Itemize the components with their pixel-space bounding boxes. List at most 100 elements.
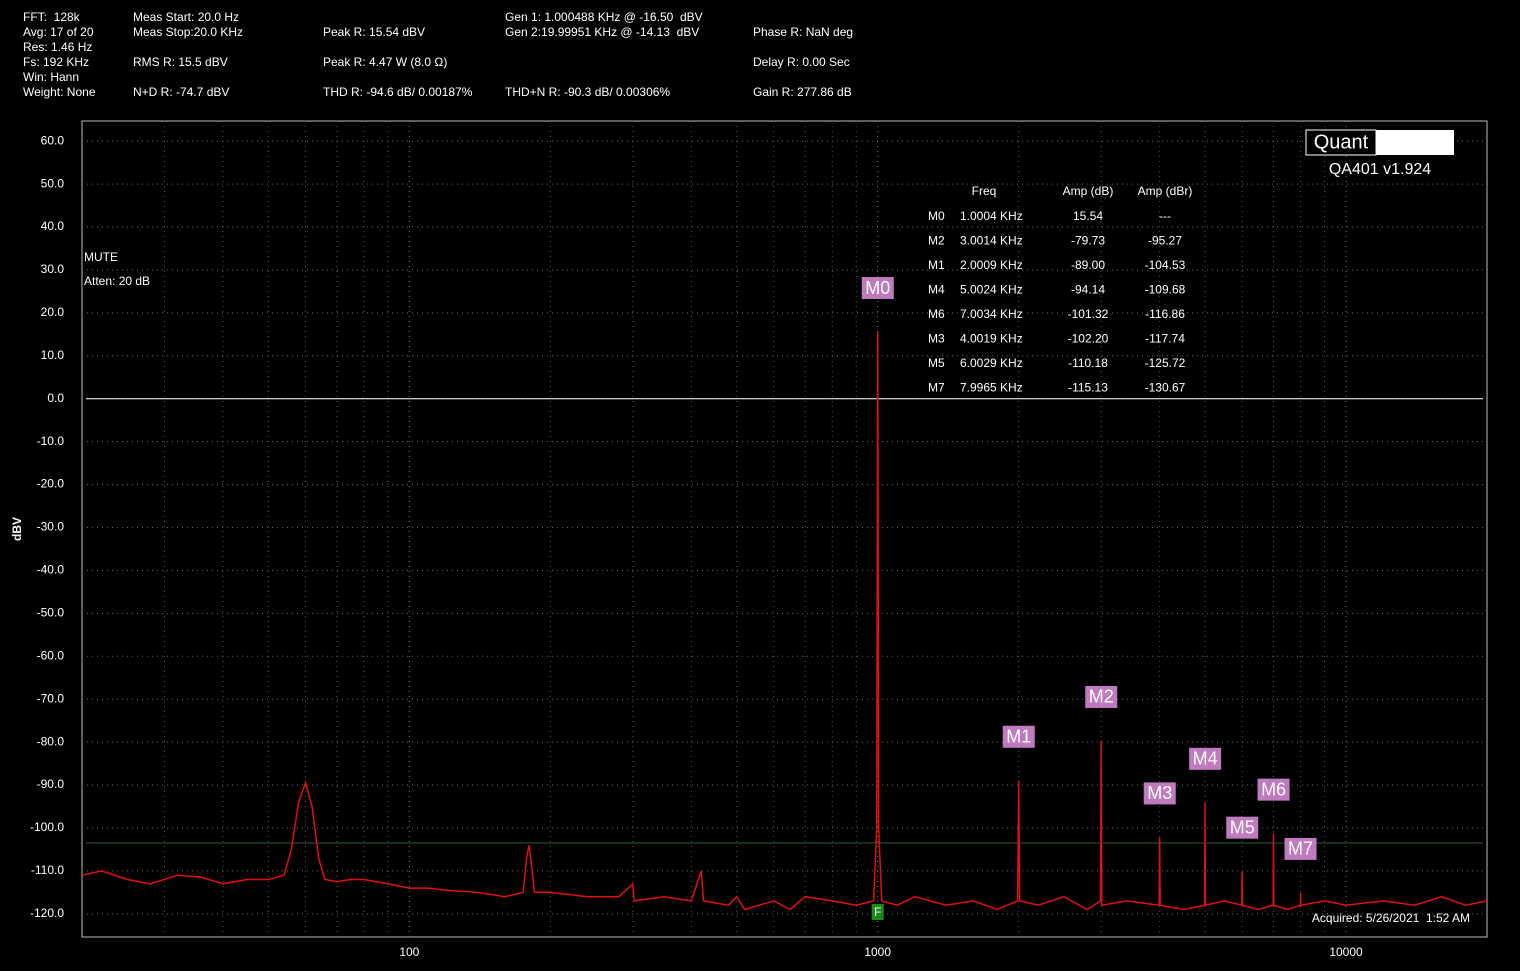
table-cell: M5	[928, 356, 945, 370]
y-tick-label: -10.0	[37, 434, 65, 448]
y-tick-label: 40.0	[41, 219, 65, 233]
acquired-time: Acquired: 5/26/2021 1:52 AM	[1312, 911, 1470, 925]
header-stat: Res: 1.46 Hz	[23, 40, 92, 54]
header-stat: THD+N R: -90.3 dB/ 0.00306%	[505, 85, 670, 99]
y-tick-label: 10.0	[41, 348, 65, 362]
table-cell: 7.9965 KHz	[960, 381, 1023, 395]
x-tick-label: 1000	[864, 945, 891, 959]
marker-box	[1189, 747, 1222, 770]
header-stat: Gen 2:19.99951 KHz @ -14.13 dBV	[505, 25, 699, 39]
marker-box	[1257, 778, 1290, 801]
table-cell: 6.0029 KHz	[960, 356, 1023, 370]
header-stat: Gen 1: 1.000488 KHz @ -16.50 dBV	[505, 10, 703, 24]
header-stat: Phase R: NaN deg	[753, 25, 853, 39]
marker-label: M4	[1193, 749, 1218, 769]
table-cell: -102.20	[1068, 332, 1109, 346]
marker-box	[1085, 685, 1118, 708]
table-cell: -95.27	[1148, 234, 1182, 248]
freq-marker	[871, 904, 884, 920]
header-stat: Meas Stop:20.0 KHz	[133, 25, 243, 39]
table-cell: 4.0019 KHz	[960, 332, 1023, 346]
table-cell: -109.68	[1145, 283, 1186, 297]
y-axis-label: dBV	[10, 517, 24, 541]
table-cell: M1	[928, 258, 945, 272]
header-stat: FFT: 128k	[23, 10, 81, 24]
header-stat: Peak R: 15.54 dBV	[323, 25, 425, 39]
marker-label: M5	[1230, 817, 1255, 837]
table-cell: M7	[928, 381, 945, 395]
y-tick-label: 20.0	[41, 305, 65, 319]
header-stat: Avg: 17 of 20	[23, 25, 94, 39]
logo-right: Asylum	[1382, 131, 1448, 153]
y-tick-label: -100.0	[30, 820, 64, 834]
table-cell: -115.13	[1068, 381, 1108, 395]
marker-box	[1002, 725, 1035, 748]
header-stat: Delay R: 0.00 Sec	[753, 55, 850, 69]
freq-marker-label: F	[874, 905, 881, 919]
header-stat: THD R: -94.6 dB/ 0.00187%	[323, 85, 473, 99]
annotation: Atten: 20 dB	[84, 274, 150, 288]
table-cell: -116.86	[1145, 307, 1185, 321]
marker-box	[861, 277, 894, 300]
marker-label: M3	[1147, 783, 1172, 803]
table-cell: -94.14	[1071, 283, 1105, 297]
table-cell: M3	[928, 332, 945, 346]
spectrum-trace	[81, 331, 1488, 911]
marker-box	[1226, 816, 1259, 839]
header-stat: Fs: 192 KHz	[23, 55, 89, 69]
table-cell: -117.74	[1145, 332, 1185, 346]
y-tick-label: 30.0	[41, 262, 65, 276]
y-tick-label: -120.0	[30, 906, 64, 920]
table-cell: M4	[928, 283, 945, 297]
y-tick-label: 60.0	[41, 133, 65, 147]
y-tick-label: -30.0	[37, 520, 65, 534]
marker-label: M7	[1288, 839, 1313, 859]
marker-label: M6	[1261, 779, 1286, 799]
table-cell: M6	[928, 307, 945, 321]
header-stat: Meas Start: 20.0 Hz	[133, 10, 239, 24]
table-cell: -79.73	[1071, 234, 1105, 248]
y-tick-label: -70.0	[37, 691, 65, 705]
table-header: Freq	[972, 184, 997, 198]
table-cell: 3.0014 KHz	[960, 234, 1023, 248]
table-cell: -130.67	[1145, 381, 1186, 395]
header-stat: Gain R: 277.86 dB	[753, 85, 852, 99]
table-cell: -110.18	[1068, 356, 1108, 370]
table-cell: ---	[1159, 209, 1171, 223]
y-tick-label: 50.0	[41, 176, 65, 190]
version: QA401 v1.924	[1329, 161, 1431, 178]
header-stat: N+D R: -74.7 dBV	[133, 85, 229, 99]
table-cell: 1.0004 KHz	[960, 209, 1023, 223]
table-cell: 15.54	[1073, 209, 1103, 223]
marker-box	[1143, 782, 1176, 805]
plot-frame	[81, 120, 1488, 938]
y-tick-label: -60.0	[37, 648, 65, 662]
table-header: Amp (dBr)	[1138, 184, 1193, 198]
table-cell: M2	[928, 234, 945, 248]
marker-label: M0	[865, 278, 890, 298]
table-cell: -101.32	[1068, 307, 1109, 321]
header-stat: RMS R: 15.5 dBV	[133, 55, 228, 69]
table-cell: 7.0034 KHz	[960, 307, 1023, 321]
header-stat: Weight: None	[23, 85, 96, 99]
logo-right-box	[1376, 130, 1454, 155]
marker-label: M2	[1089, 687, 1114, 707]
x-tick-label: 100	[399, 945, 419, 959]
table-cell: 2.0009 KHz	[960, 258, 1023, 272]
header-stat: Win: Hann	[23, 70, 79, 84]
table-cell: M0	[928, 209, 945, 223]
logo-left: Quant	[1314, 131, 1369, 153]
logo-left-box	[1305, 129, 1377, 156]
table-cell: 5.0024 KHz	[960, 283, 1023, 297]
x-tick-label: 10000	[1329, 945, 1363, 959]
annotation: MUTE	[84, 250, 118, 264]
y-tick-label: -20.0	[37, 477, 65, 491]
y-tick-label: -110.0	[31, 863, 64, 877]
header-stat: Peak R: 4.47 W (8.0 Ω)	[323, 55, 447, 69]
marker-box	[1284, 837, 1317, 860]
table-cell: -104.53	[1145, 258, 1186, 272]
table-cell: -125.72	[1145, 356, 1186, 370]
y-tick-label: -50.0	[37, 606, 65, 620]
